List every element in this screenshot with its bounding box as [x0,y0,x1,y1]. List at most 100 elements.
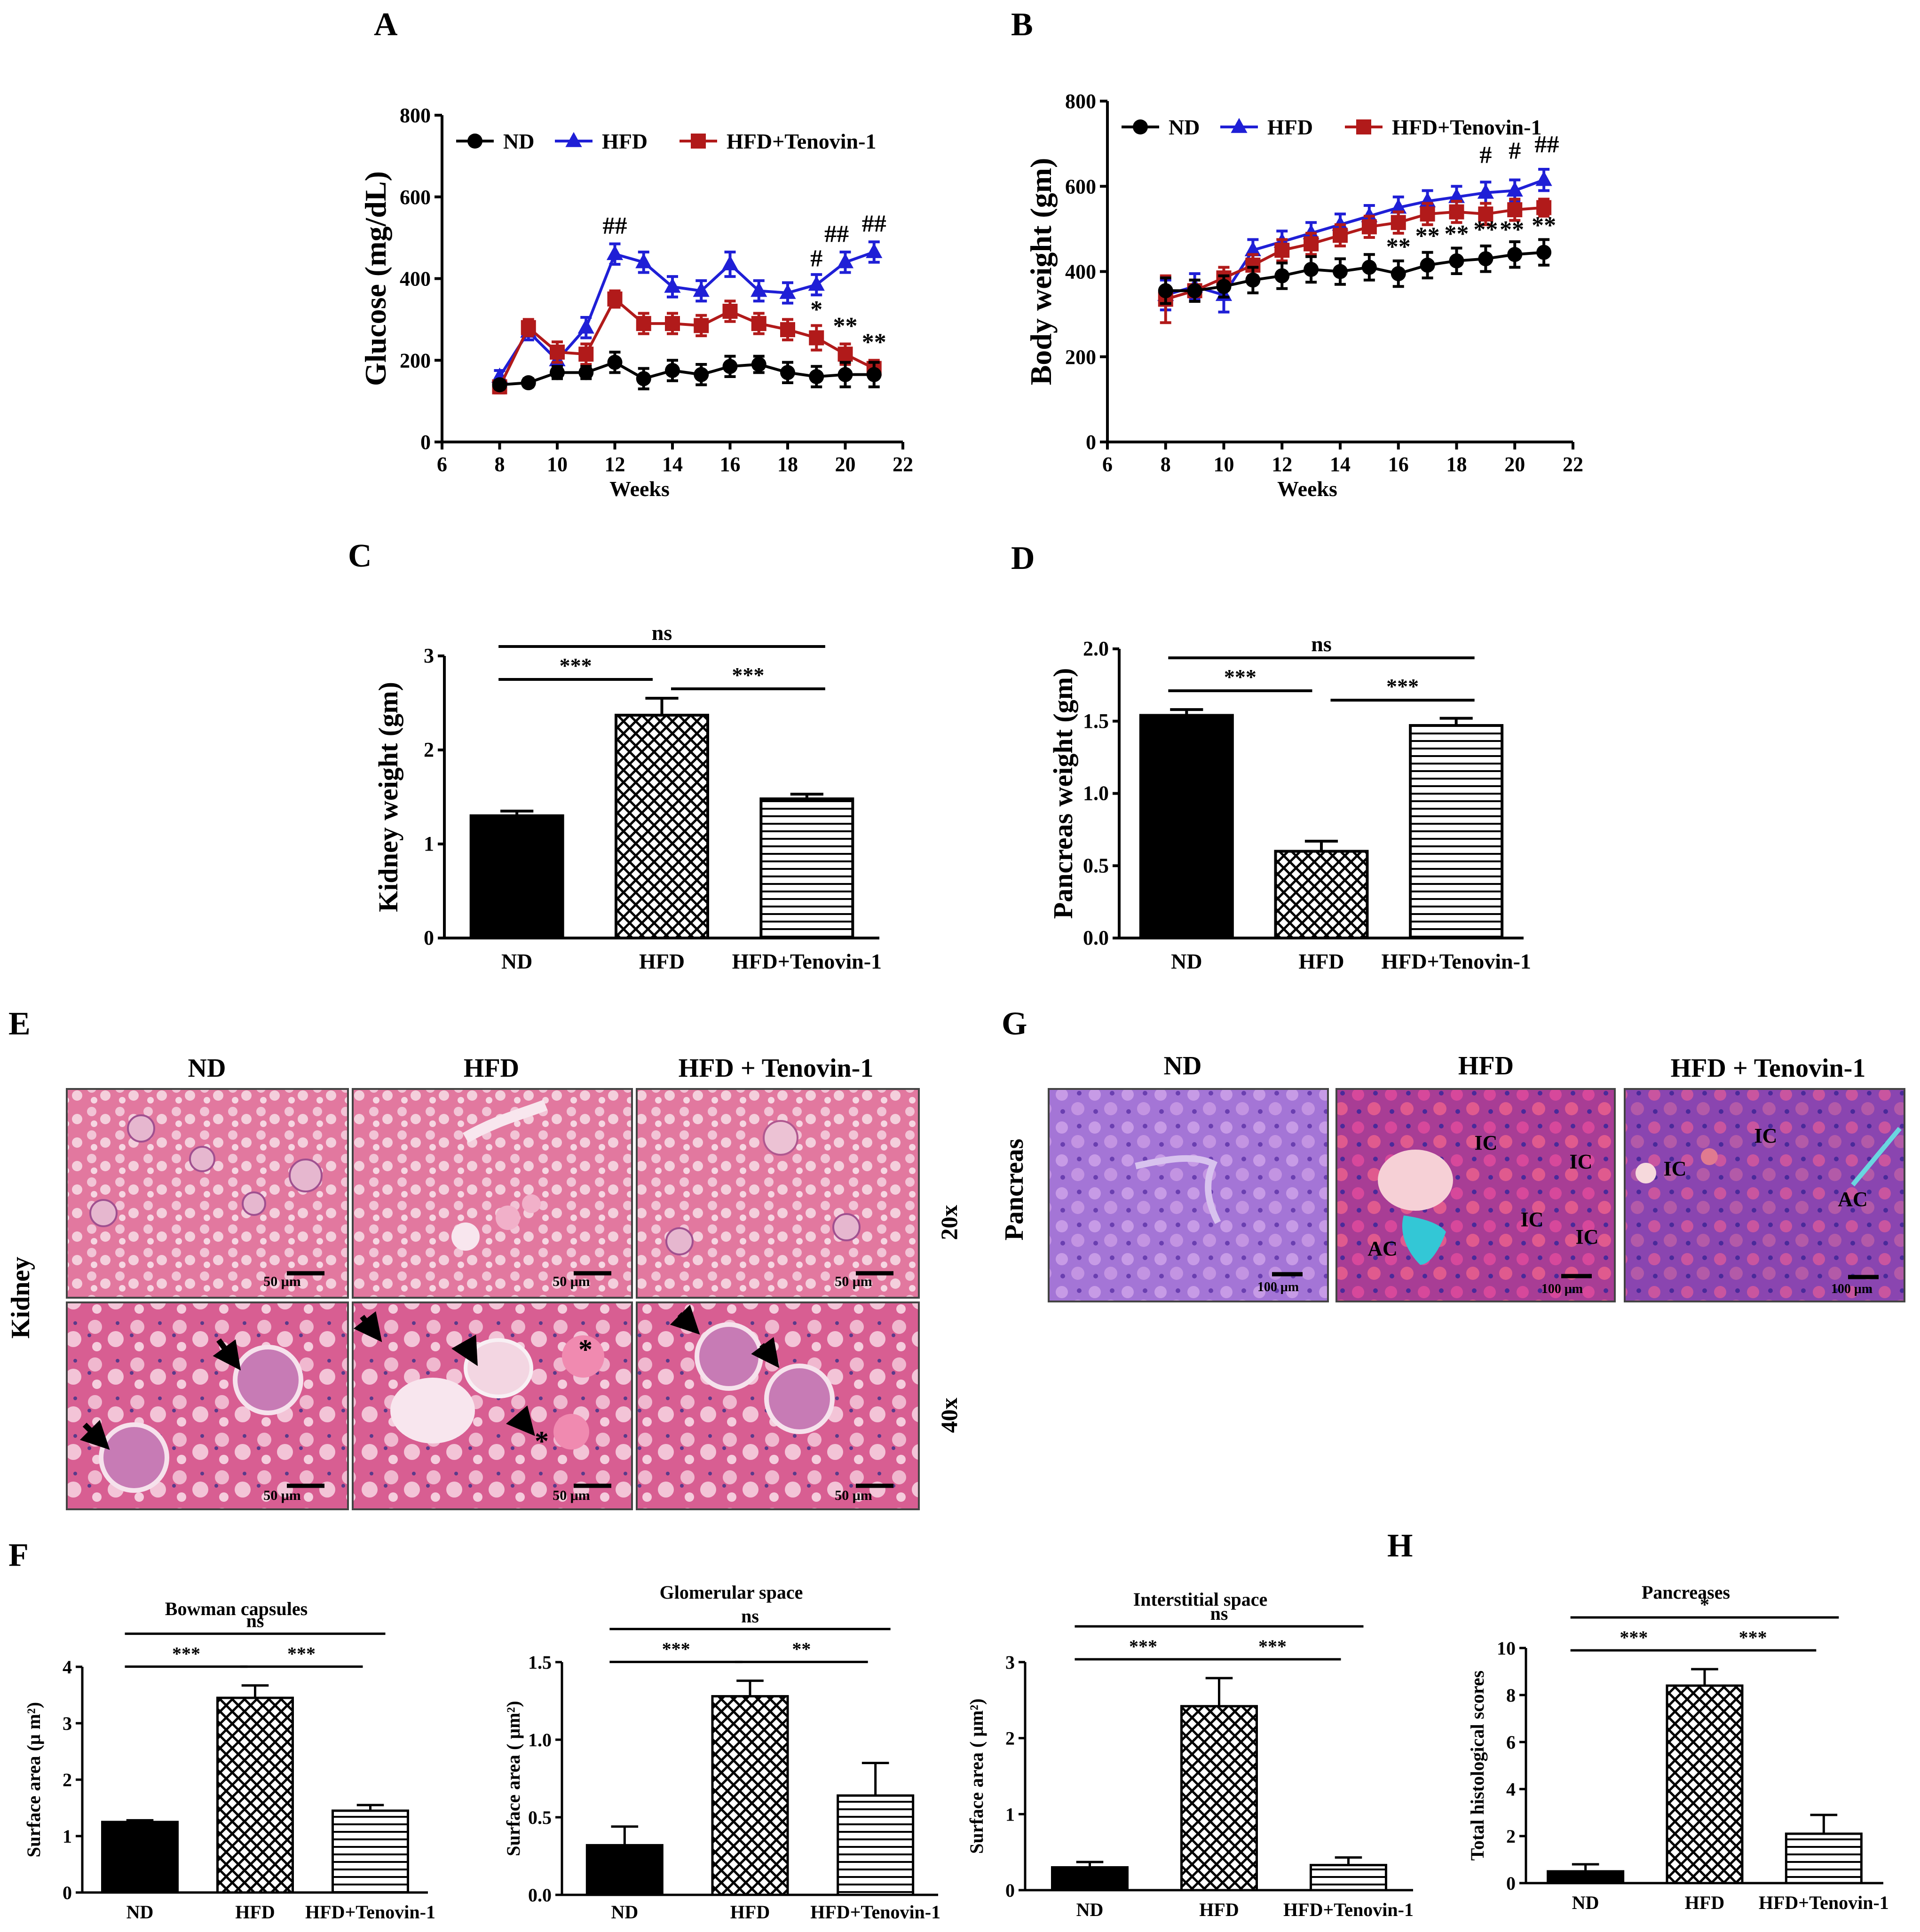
pancreas-col-nd: ND [1164,1051,1202,1080]
significance-label: ns [741,1606,759,1627]
data-point [722,359,738,374]
significance-label: *** [1620,1627,1648,1648]
scale-bar-label: 100 μm [1541,1282,1583,1296]
x-axis-title: Weeks [609,477,670,501]
pancreas-histology-panel: ND HFD HFD + Tenovin-1 Pancreas 100 μm I… [1000,1051,1905,1302]
data-point [1478,206,1493,222]
x-tick-label: 10 [547,453,568,476]
data-point [665,316,680,331]
data-point [838,367,853,382]
data-point [1448,188,1465,203]
chart-glomerular-space: 0.00.51.01.5ND HFD HFD+Tenovin-1ns*** **Glo… [503,1582,940,1923]
legend-label: ND [503,129,534,153]
scale-bar-label: 50 μm [835,1274,872,1289]
y-tick-label: 0 [1086,431,1096,454]
kidney-col-nd: ND [188,1054,226,1083]
x-tick-label: 12 [1272,453,1292,476]
data-point [1420,257,1435,273]
micrograph-pancreas-tenovin: IC IC AC 100 μm [1624,1088,1905,1302]
data-point [1333,228,1348,243]
x-tick-label: HFD+Tenovin-1 [732,949,882,973]
x-tick-label: HFD+Tenovin-1 [1381,949,1531,973]
significance-annotation: ## [824,221,849,247]
data-point [694,367,709,382]
x-tick-label: 6 [437,453,447,476]
bar-hfd-tenovin-1 [332,1809,409,1894]
data-point [1391,266,1406,282]
data-point [721,255,739,270]
bar-hfd-tenovin-1 [1310,1864,1387,1892]
bar-hfd [1666,1684,1744,1885]
x-tick-label: 14 [662,453,683,476]
y-tick-label: 1 [424,832,434,855]
data-point [1536,244,1552,260]
y-tick-label: 6 [1506,1732,1516,1753]
data-point [1303,224,1320,239]
x-tick-label: ND [126,1901,154,1923]
bar-hfd [1274,850,1369,939]
data-point [1390,198,1407,214]
data-point [1245,272,1261,288]
data-point [1158,283,1173,299]
data-point [664,277,681,293]
x-tick-label: 18 [777,453,798,476]
y-tick-label: 3 [63,1713,72,1734]
data-point [1274,243,1290,258]
data-point [1391,215,1406,230]
significance-label: ** [792,1639,811,1660]
panel-label-h: H [1387,1528,1413,1564]
data-point [1244,241,1261,256]
kidney-row-label: Kidney [6,1257,35,1339]
legend-label: HFD [602,129,648,153]
y-tick-label: 1 [63,1826,72,1847]
data-point [691,134,706,149]
chart-title: Glomerular space [660,1582,803,1603]
significance-label: *** [1129,1636,1157,1657]
data-point [866,367,882,382]
significance-annotation: ** [1532,212,1556,239]
data-point [1361,219,1377,235]
data-point [1231,118,1248,133]
histology-label-ic: IC [1576,1225,1599,1248]
bar-nd [585,1844,664,1896]
x-tick-label: ND [501,949,532,973]
legend-label: HFD+Tenovin-1 [1392,115,1541,139]
y-tick-label: 1.0 [1083,782,1109,805]
data-point [1535,171,1552,186]
y-tick-label: 400 [400,268,431,291]
pancreas-row-label: Pancreas [1000,1139,1029,1241]
x-tick-label: HFD+Tenovin-1 [305,1901,435,1923]
bar-hfd-tenovin-1 [1785,1832,1863,1885]
histology-label-ic: IC [1475,1131,1498,1154]
data-point [550,365,565,380]
micrograph-kidney-nd-20x: 50 μm [66,1088,349,1299]
scale-bar-label: 50 μm [263,1488,301,1503]
chart-interstitial-space: 0 1 2 3 ND HFD HFD+Tenovin-1 ns *** *** Interstiti… [966,1589,1414,1920]
bar-hfd [615,714,709,939]
data-point [809,330,824,346]
y-tick-label: 8 [1506,1685,1516,1706]
histology-marker-asterisk: * [578,1334,593,1365]
x-tick-label: ND [1171,949,1202,973]
data-point [521,375,536,391]
data-point [1274,268,1290,284]
significance-label: *** [732,663,764,687]
data-point [607,355,623,370]
y-tick-label: 200 [400,349,431,372]
histology-label-ic: IC [1521,1208,1544,1231]
micrograph-kidney-nd-40x: 50 μm [66,1301,349,1510]
chart-body-weight: 0 200 400 600 800 6 8 10 12 14 16 18 20 22 Weeks Body w… [1024,90,1583,501]
pancreas-col-tenovin: HFD + Tenovin-1 [1671,1054,1866,1083]
x-tick-label: HFD+Tenovin-1 [1759,1892,1889,1913]
panel-label-g: G [1002,1006,1027,1042]
data-point [1304,236,1319,252]
y-axis-title: Surface area ( μm²) [966,1698,987,1854]
micrograph-kidney-tenovin-40x: 50 μm [636,1301,920,1510]
y-tick-label: 400 [1065,260,1096,284]
data-point [636,371,651,386]
data-point [1477,183,1494,199]
data-point [1536,200,1552,215]
data-point [521,320,536,335]
data-point [1187,283,1202,299]
y-tick-label: 3 [424,644,434,667]
